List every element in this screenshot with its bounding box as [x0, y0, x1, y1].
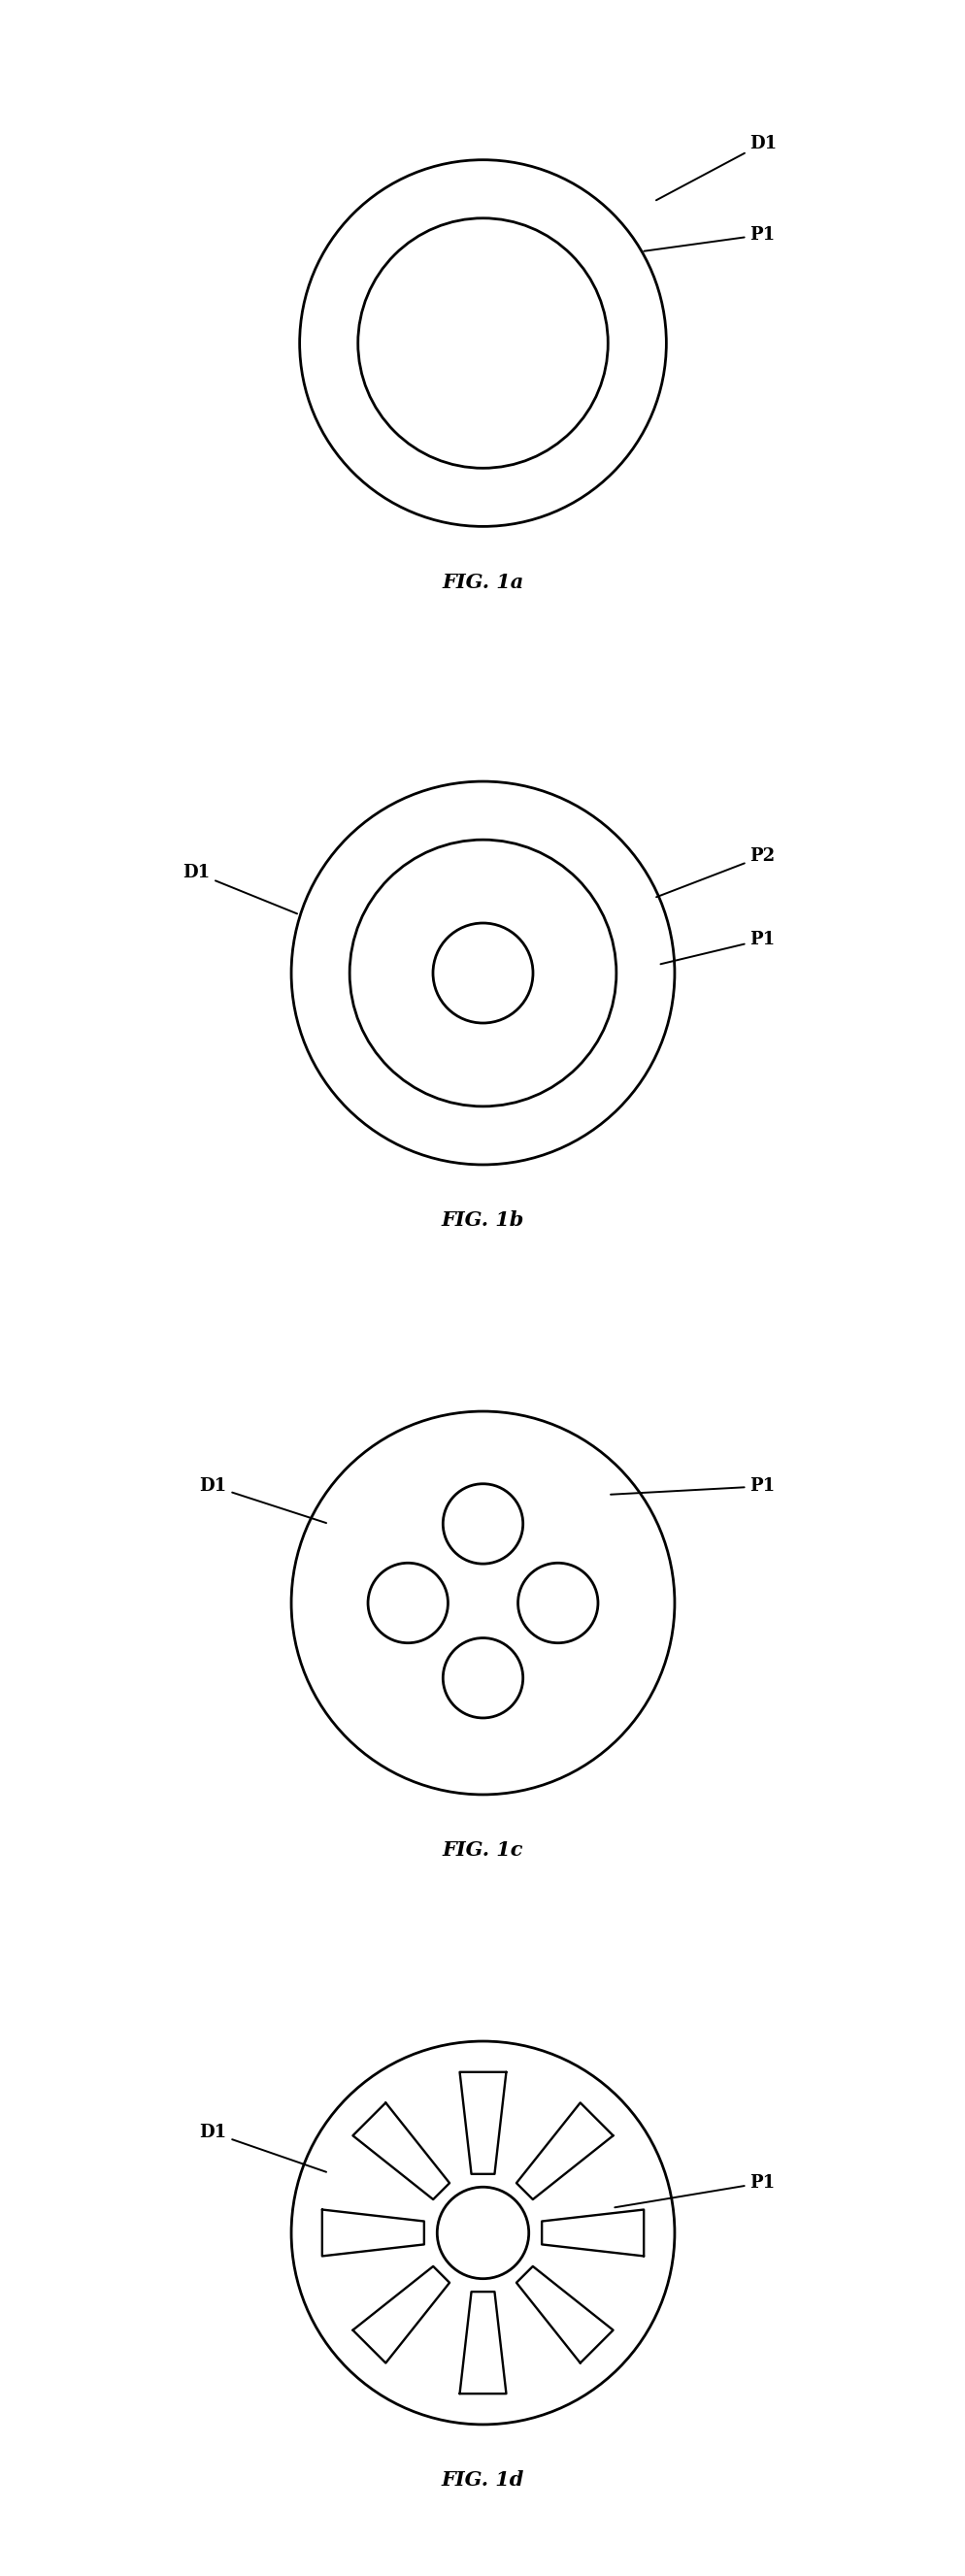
- Text: FIG. 1a: FIG. 1a: [442, 572, 523, 592]
- Text: FIG. 1c: FIG. 1c: [442, 1839, 523, 1860]
- Text: P2: P2: [655, 848, 774, 896]
- Text: P1: P1: [644, 227, 774, 250]
- Text: FIG. 1b: FIG. 1b: [441, 1211, 524, 1229]
- Text: P1: P1: [610, 1479, 774, 1494]
- Text: P1: P1: [660, 930, 774, 963]
- Text: D1: D1: [200, 1479, 326, 1522]
- Text: D1: D1: [182, 866, 297, 914]
- Text: D1: D1: [200, 2125, 326, 2172]
- Text: D1: D1: [655, 134, 776, 201]
- Text: P1: P1: [614, 2174, 774, 2208]
- Text: FIG. 1d: FIG. 1d: [441, 2470, 524, 2491]
